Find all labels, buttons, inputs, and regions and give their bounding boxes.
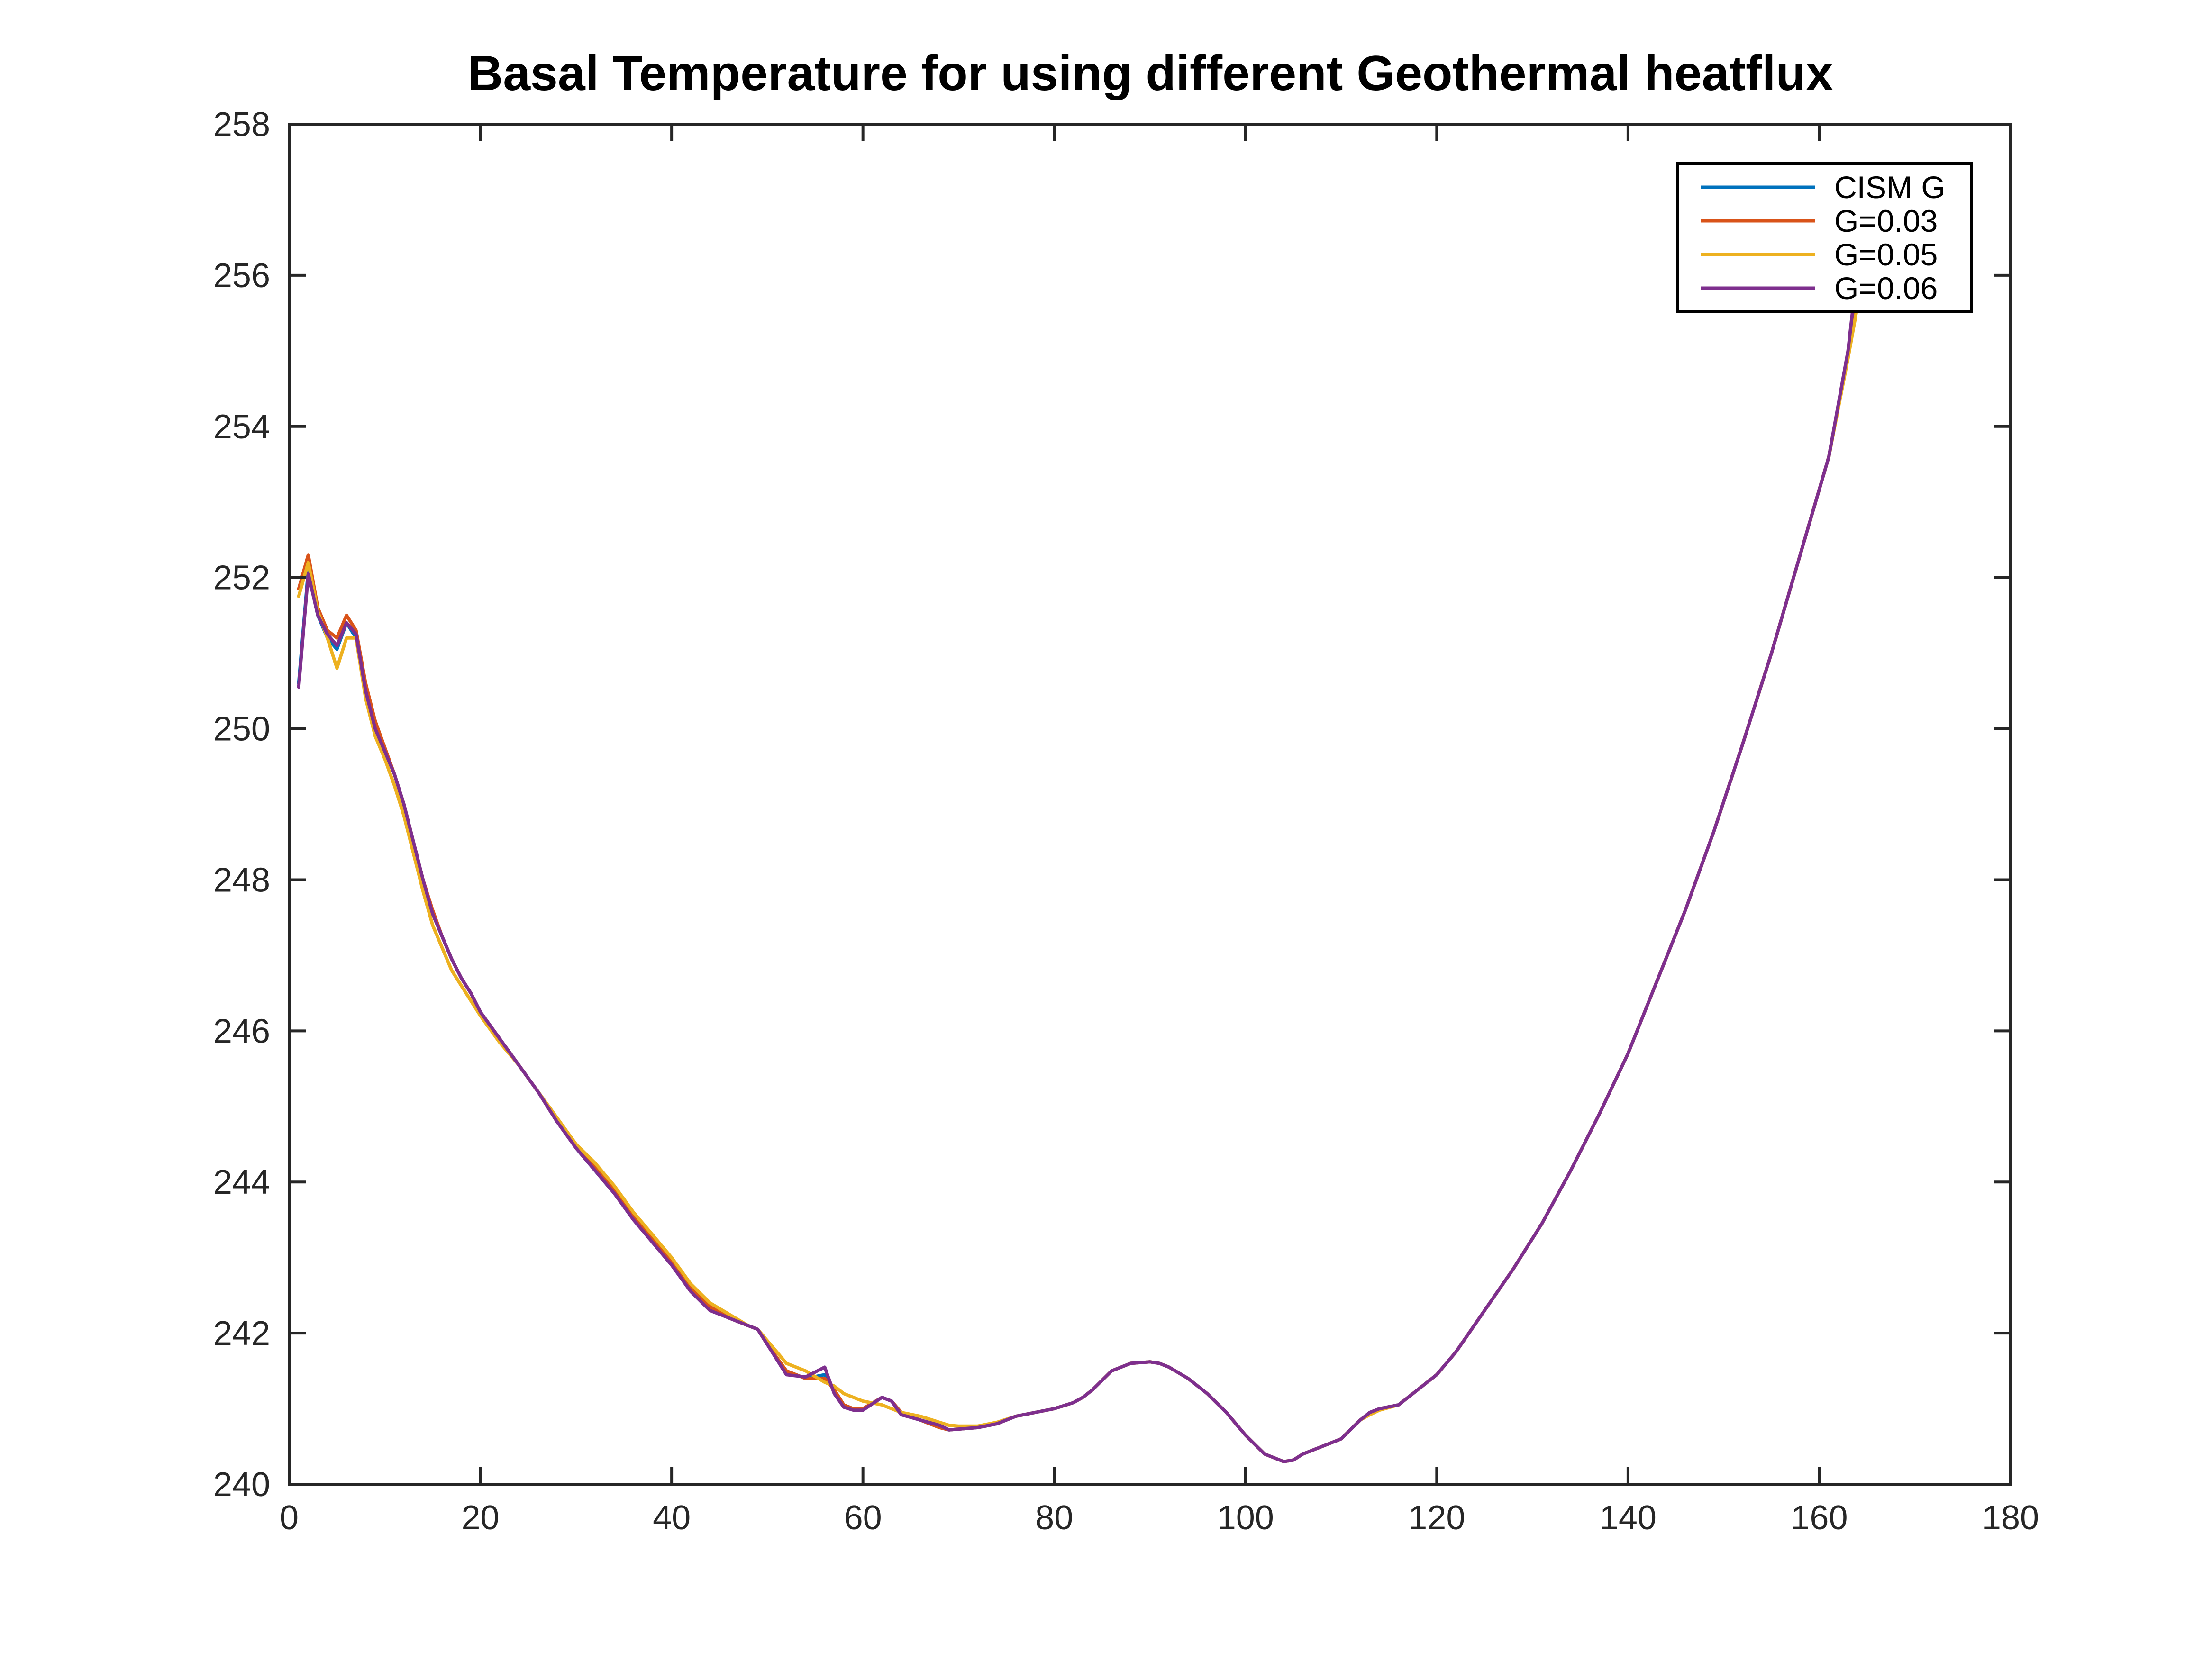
legend-label: G=0.06 <box>1834 271 1938 306</box>
x-tick-label: 160 <box>1791 1499 1848 1537</box>
y-tick-label: 252 <box>213 559 270 597</box>
y-tick-label: 246 <box>213 1012 270 1050</box>
x-tick-label: 140 <box>1600 1499 1657 1537</box>
chart-title: Basal Temperature for using different Ge… <box>467 46 1833 101</box>
x-tick-label: 100 <box>1217 1499 1274 1537</box>
plot-area-frame <box>288 123 2012 1486</box>
y-tick-label: 258 <box>213 106 270 144</box>
y-tick-label: 254 <box>213 408 270 446</box>
x-tick-label: 20 <box>462 1499 500 1537</box>
y-tick-label: 242 <box>213 1315 270 1352</box>
legend: CISM GG=0.03G=0.05G=0.06 <box>1676 162 1973 313</box>
legend-label: CISM G <box>1834 170 1946 205</box>
y-tick-label: 250 <box>213 710 270 748</box>
series-line-4 <box>297 266 1859 1463</box>
series-layer <box>297 266 1859 1463</box>
axis-ticks: 0 20 40 60 80 100 120 140 160 180 240 242 244 246 248 2… <box>213 106 2039 1537</box>
y-tick-label: 244 <box>213 1163 270 1201</box>
x-tick-label: 80 <box>1035 1499 1073 1537</box>
y-tick-label: 240 <box>213 1466 270 1504</box>
y-tick-label: 248 <box>213 861 270 899</box>
y-tick-label: 256 <box>213 257 270 295</box>
x-tick-label: 40 <box>653 1499 691 1537</box>
x-tick-label: 180 <box>1982 1499 2039 1537</box>
plot-area-background <box>289 124 2011 1484</box>
x-tick-label: 0 <box>280 1499 299 1537</box>
legend-label: G=0.05 <box>1834 237 1938 272</box>
legend-label: G=0.03 <box>1834 203 1938 238</box>
x-tick-label: 60 <box>844 1499 882 1537</box>
x-tick-label: 120 <box>1408 1499 1465 1537</box>
